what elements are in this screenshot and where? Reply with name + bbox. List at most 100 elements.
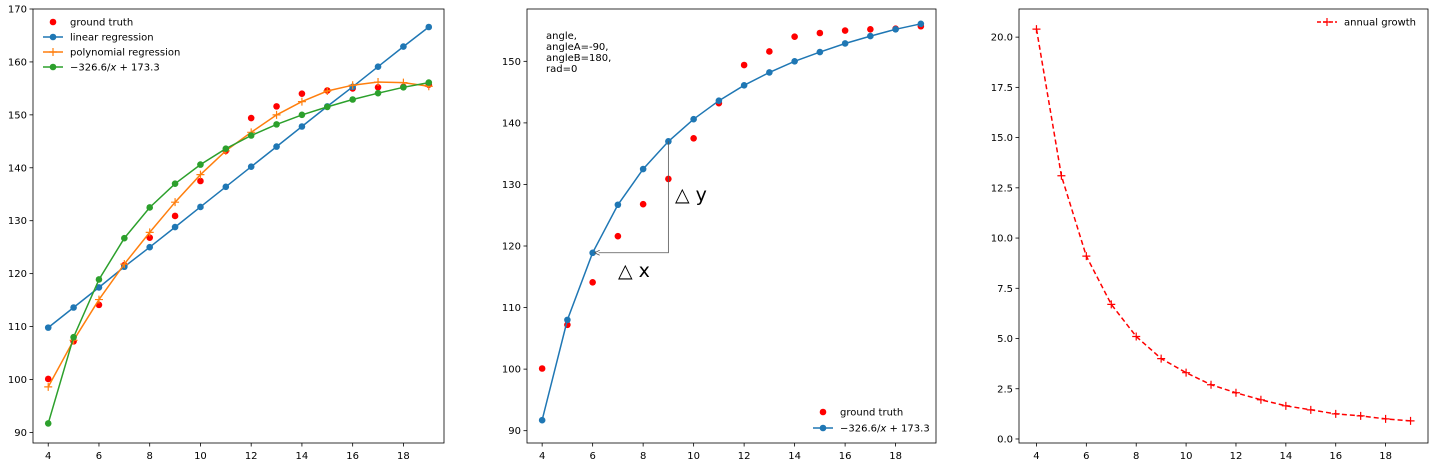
y-tick-label: 160 <box>8 57 27 68</box>
y-tick-label: 15.0 <box>991 133 1013 144</box>
legend: annual growth <box>1317 18 1416 29</box>
x-tick-label: 4 <box>45 451 51 462</box>
data-point <box>740 82 748 89</box>
y-tick-label: 0.0 <box>997 434 1013 445</box>
data-point <box>44 324 52 331</box>
data-point <box>323 87 332 96</box>
data-point <box>740 61 748 69</box>
legend-marker <box>1323 18 1331 26</box>
data-point <box>841 27 849 34</box>
plot-frame <box>32 8 445 444</box>
data-point <box>146 234 154 241</box>
y-tick-label: 20.0 <box>991 33 1013 44</box>
x-tick-label: 4 <box>539 451 545 462</box>
data-point <box>272 110 281 119</box>
series-1 <box>1032 25 1415 425</box>
data-point <box>1107 300 1116 309</box>
legend-label-part: −326.6/ <box>840 424 881 435</box>
data-point <box>323 103 331 111</box>
series-line <box>541 23 922 421</box>
data-point <box>766 69 773 76</box>
series-1 <box>538 22 925 372</box>
y-tick-label: 100 <box>502 365 521 376</box>
data-point <box>791 33 798 41</box>
data-point <box>425 23 433 31</box>
data-point <box>917 20 925 28</box>
data-point <box>1132 332 1141 341</box>
data-point <box>146 204 154 211</box>
y-tick-label: 90 <box>508 426 521 437</box>
data-point <box>120 260 129 269</box>
data-point <box>94 295 103 304</box>
data-point <box>374 78 383 87</box>
legend-label: −326.6/x + 173.3 <box>70 63 160 74</box>
y-tick-label: 7.5 <box>997 284 1013 295</box>
data-point <box>95 276 103 283</box>
y-tick-label: 140 <box>8 163 27 174</box>
series-2 <box>538 20 925 424</box>
x-tick-label: 8 <box>147 451 153 462</box>
data-point <box>892 26 899 33</box>
annotation-text: rad=0 <box>546 64 577 75</box>
data-point <box>273 103 280 110</box>
data-point <box>145 228 154 237</box>
annotation-connector <box>598 141 669 254</box>
data-point <box>297 97 306 106</box>
y-tick-label: 90 <box>14 428 27 439</box>
data-point <box>639 165 647 173</box>
data-point <box>1381 414 1390 423</box>
x-tick-label: 12 <box>1230 451 1243 462</box>
legend-label-part: + 173.3 <box>886 424 929 435</box>
data-point <box>298 123 306 130</box>
plot-frame <box>1018 8 1429 444</box>
data-point <box>171 223 179 231</box>
y-tick-label: 150 <box>502 57 521 68</box>
series-line <box>47 81 429 424</box>
data-point <box>222 183 230 191</box>
data-point <box>816 48 824 56</box>
series-3 <box>44 78 433 391</box>
data-point <box>247 132 255 139</box>
x-tick-label: 14 <box>296 451 309 462</box>
x-tick-label: 8 <box>640 451 646 462</box>
data-point <box>564 316 571 324</box>
data-point <box>400 84 407 91</box>
y-tick-label: 12.5 <box>991 183 1013 194</box>
data-point <box>171 212 179 220</box>
data-point <box>146 243 154 251</box>
legend-label: ground truth <box>70 18 133 29</box>
data-point <box>1281 401 1290 410</box>
legend-marker <box>819 424 827 432</box>
legend: ground truth linear regression polynomial … <box>43 18 180 74</box>
y-tick-label: 110 <box>8 322 27 333</box>
data-point <box>374 84 382 91</box>
data-point <box>1306 405 1315 414</box>
data-point <box>1082 252 1091 261</box>
data-point <box>247 163 255 171</box>
legend-label-part: + 173.3 <box>116 63 159 74</box>
y-tick-label: 100 <box>8 375 27 386</box>
annotation-text: angleA=-90, <box>546 42 608 53</box>
data-point <box>374 63 382 70</box>
data-point <box>196 170 205 179</box>
data-point <box>70 333 77 341</box>
legend-label: ground truth <box>840 408 903 419</box>
x-tick-label: 16 <box>346 451 359 462</box>
y-tick-label: 10.0 <box>991 234 1013 245</box>
data-point <box>171 198 180 207</box>
legend-label: polynomial regression <box>70 48 180 59</box>
legend-label-part: x <box>109 63 116 74</box>
x-tick-label: 18 <box>889 451 902 462</box>
y-tick-label: 110 <box>502 303 521 314</box>
legend-label-part: x <box>879 424 886 435</box>
data-point <box>538 416 546 424</box>
x-tick-label: 10 <box>1180 451 1193 462</box>
data-point <box>766 48 773 55</box>
y-tick-label: 120 <box>8 269 27 280</box>
y-tick-label: 140 <box>502 118 521 129</box>
data-point <box>425 79 433 86</box>
data-point <box>273 121 280 128</box>
x-tick-label: 10 <box>687 451 700 462</box>
series-1 <box>44 81 433 383</box>
